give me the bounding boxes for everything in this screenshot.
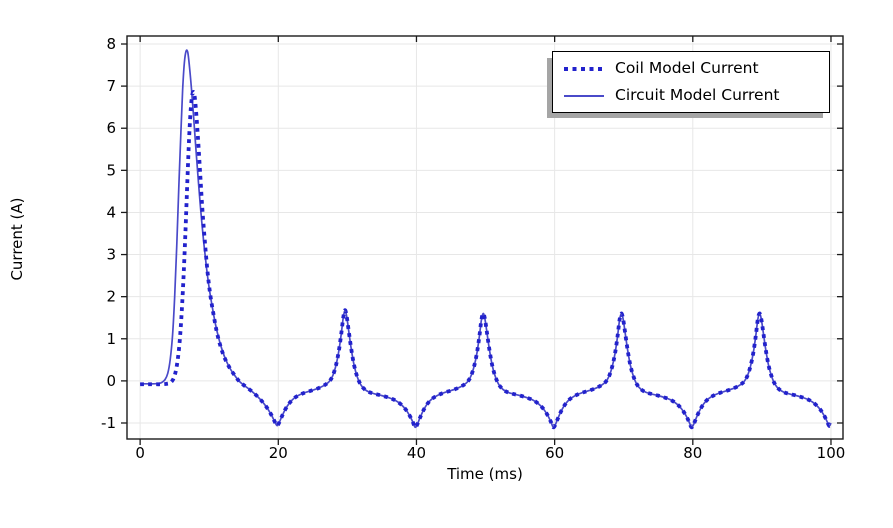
x-tick-label: 0 <box>135 444 145 462</box>
legend-label-coil: Coil Model Current <box>615 58 759 77</box>
legend-row-circuit: Circuit Model Current <box>564 84 829 108</box>
x-tick-label: 60 <box>545 444 564 462</box>
legend: Coil Model Current Circuit Model Current <box>552 51 830 113</box>
y-tick-label: 6 <box>106 119 116 137</box>
y-tick-label: -1 <box>101 414 116 432</box>
x-tick-label: 80 <box>683 444 702 462</box>
series-solid <box>140 49 832 429</box>
y-axis-title: Current (A) <box>8 197 26 281</box>
y-tick-label: 0 <box>106 372 116 390</box>
y-tick-label: 5 <box>106 161 116 179</box>
y-tick-label: 8 <box>106 35 116 53</box>
series-dotted <box>140 90 833 430</box>
x-axis-title: Time (ms) <box>447 465 523 483</box>
y-tick-label: 1 <box>106 330 116 348</box>
x-tick-label: 40 <box>407 444 426 462</box>
dotted-line-swatch-icon <box>564 66 604 71</box>
x-tick-label: 20 <box>269 444 288 462</box>
legend-row-coil: Coil Model Current <box>564 57 829 81</box>
y-tick-label: 4 <box>106 203 116 221</box>
y-tick-label: 2 <box>106 288 116 306</box>
y-tick-label: 3 <box>106 246 116 264</box>
x-tick-label: 100 <box>817 444 846 462</box>
legend-label-circuit: Circuit Model Current <box>615 85 780 104</box>
y-tick-label: 7 <box>106 77 116 95</box>
solid-line-swatch-icon <box>564 94 604 97</box>
